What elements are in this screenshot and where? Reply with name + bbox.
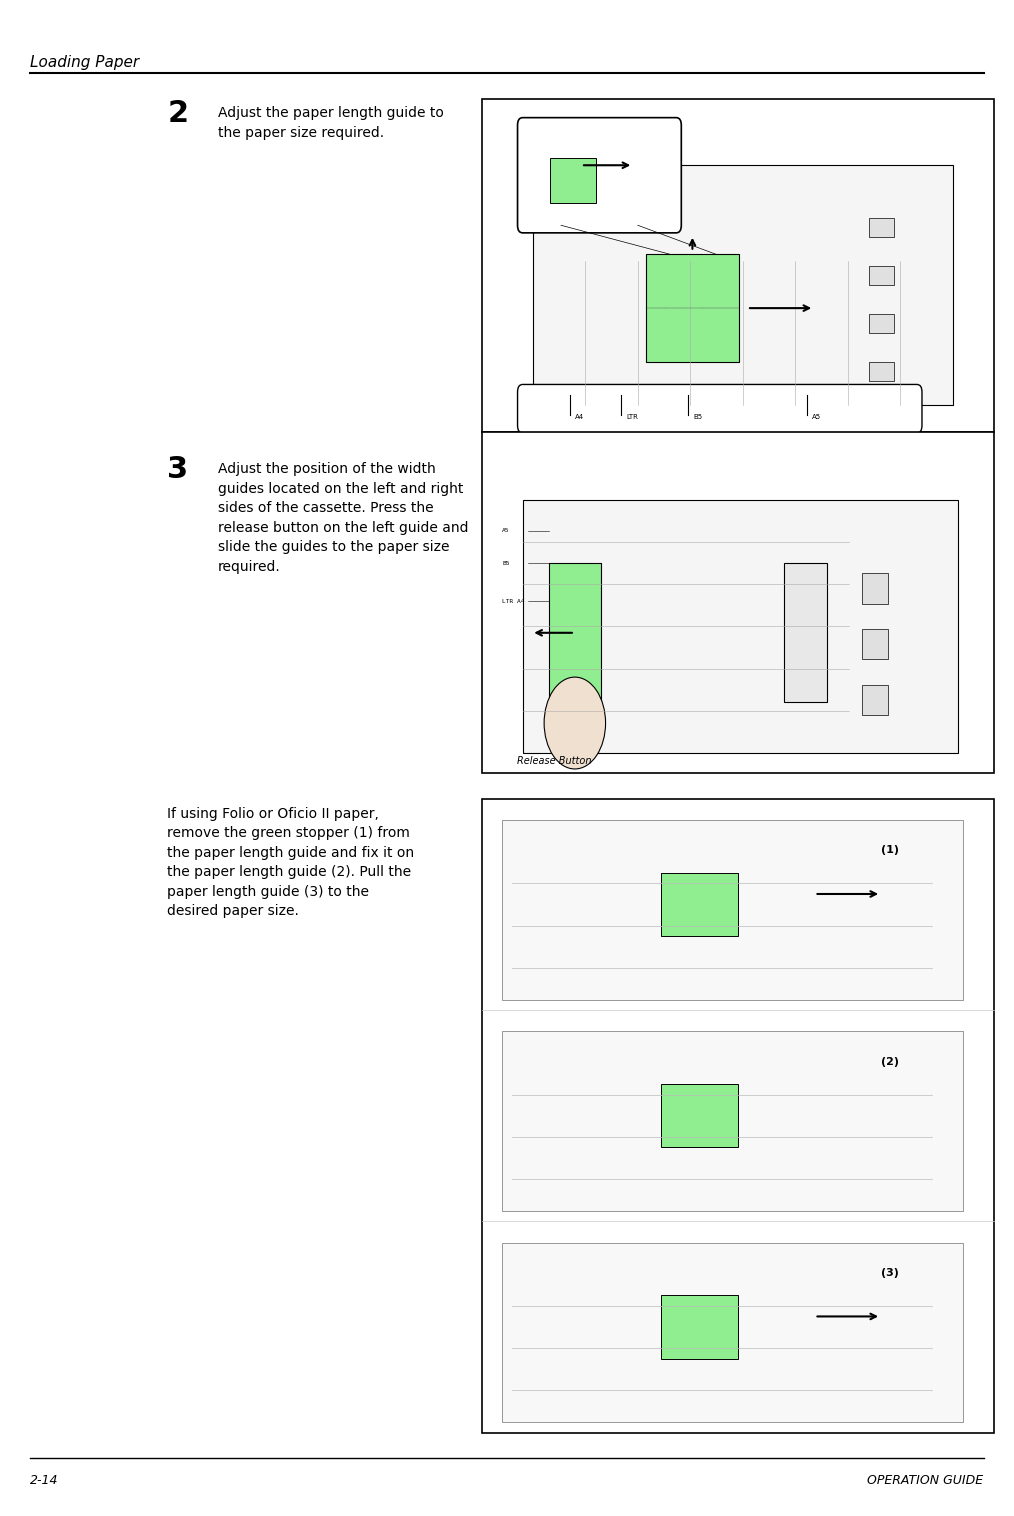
- FancyBboxPatch shape: [482, 799, 994, 1433]
- Text: 2-14: 2-14: [30, 1474, 59, 1487]
- Text: (2): (2): [881, 1057, 899, 1067]
- Text: A5: A5: [502, 528, 510, 534]
- Text: Adjust the position of the width
guides located on the left and right
sides of t: Adjust the position of the width guides …: [218, 462, 468, 575]
- Text: 3: 3: [167, 455, 189, 484]
- Text: LTR A4: LTR A4: [502, 599, 524, 603]
- FancyBboxPatch shape: [482, 99, 994, 432]
- Bar: [862, 629, 888, 659]
- Text: (1): (1): [881, 846, 899, 855]
- Bar: [551, 158, 596, 203]
- Bar: [661, 1084, 738, 1148]
- Text: Adjust the paper length guide to
the paper size required.: Adjust the paper length guide to the pap…: [218, 106, 444, 139]
- Text: 2: 2: [167, 99, 189, 127]
- Bar: [862, 685, 888, 716]
- Bar: [869, 267, 894, 285]
- Text: (3): (3): [881, 1267, 899, 1278]
- Text: LTR: LTR: [627, 414, 638, 420]
- Bar: [549, 564, 601, 702]
- Bar: [869, 218, 894, 238]
- Bar: [869, 362, 894, 382]
- Bar: [869, 314, 894, 334]
- Bar: [502, 820, 963, 999]
- Bar: [862, 573, 888, 603]
- Bar: [502, 1243, 963, 1422]
- Bar: [784, 564, 827, 702]
- FancyBboxPatch shape: [517, 385, 922, 434]
- Bar: [502, 1031, 963, 1211]
- Circle shape: [545, 678, 605, 769]
- FancyBboxPatch shape: [482, 432, 994, 773]
- Text: B5: B5: [502, 561, 510, 565]
- FancyBboxPatch shape: [517, 118, 681, 233]
- Polygon shape: [533, 165, 953, 405]
- Bar: [661, 873, 738, 937]
- Text: OPERATION GUIDE: OPERATION GUIDE: [867, 1474, 984, 1487]
- Text: A5: A5: [811, 414, 820, 420]
- Bar: [646, 255, 738, 362]
- Text: A4: A4: [575, 414, 584, 420]
- Polygon shape: [522, 500, 958, 753]
- Text: Loading Paper: Loading Paper: [30, 55, 140, 70]
- Text: B5: B5: [694, 414, 703, 420]
- Text: Release Button: Release Button: [517, 756, 592, 767]
- Bar: [661, 1295, 738, 1358]
- Text: If using Folio or Oficio II paper,
remove the green stopper (1) from
the paper l: If using Folio or Oficio II paper, remov…: [167, 807, 415, 919]
